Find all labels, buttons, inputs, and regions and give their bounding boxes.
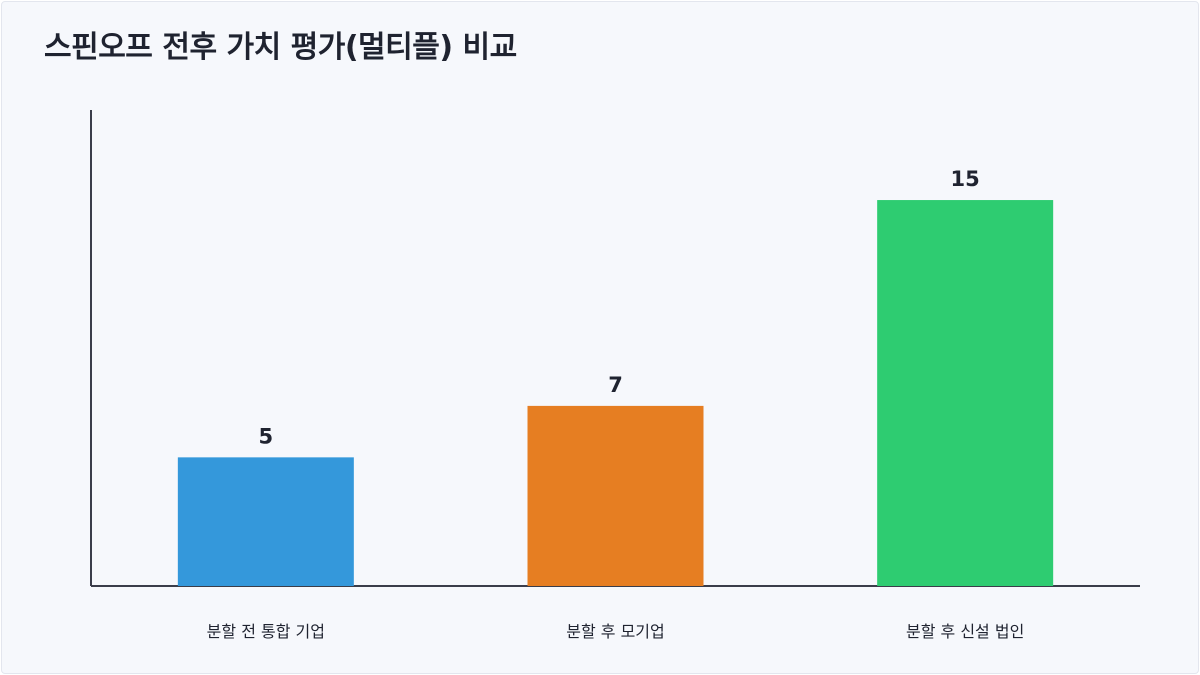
category-label-1: 분할 전 통합 기업 (207, 622, 325, 641)
bar-value-label-1: 5 (259, 424, 274, 448)
bar-value-label-3: 15 (951, 167, 980, 191)
bar-2 (527, 405, 704, 586)
bar-1 (177, 457, 354, 586)
bar-value-label-2: 7 (608, 373, 623, 397)
category-label-2: 분할 후 모기업 (566, 622, 665, 641)
plot-area: 5 분할 전 통합 기업 7 분할 후 모기업 15 분할 후 신설 법인 (90, 110, 1140, 641)
bar-3 (877, 200, 1054, 586)
chart-title: 스핀오프 전후 가치 평가(멀티플) 비교 (44, 30, 517, 65)
category-label-3: 분할 후 신설 법인 (906, 622, 1024, 641)
